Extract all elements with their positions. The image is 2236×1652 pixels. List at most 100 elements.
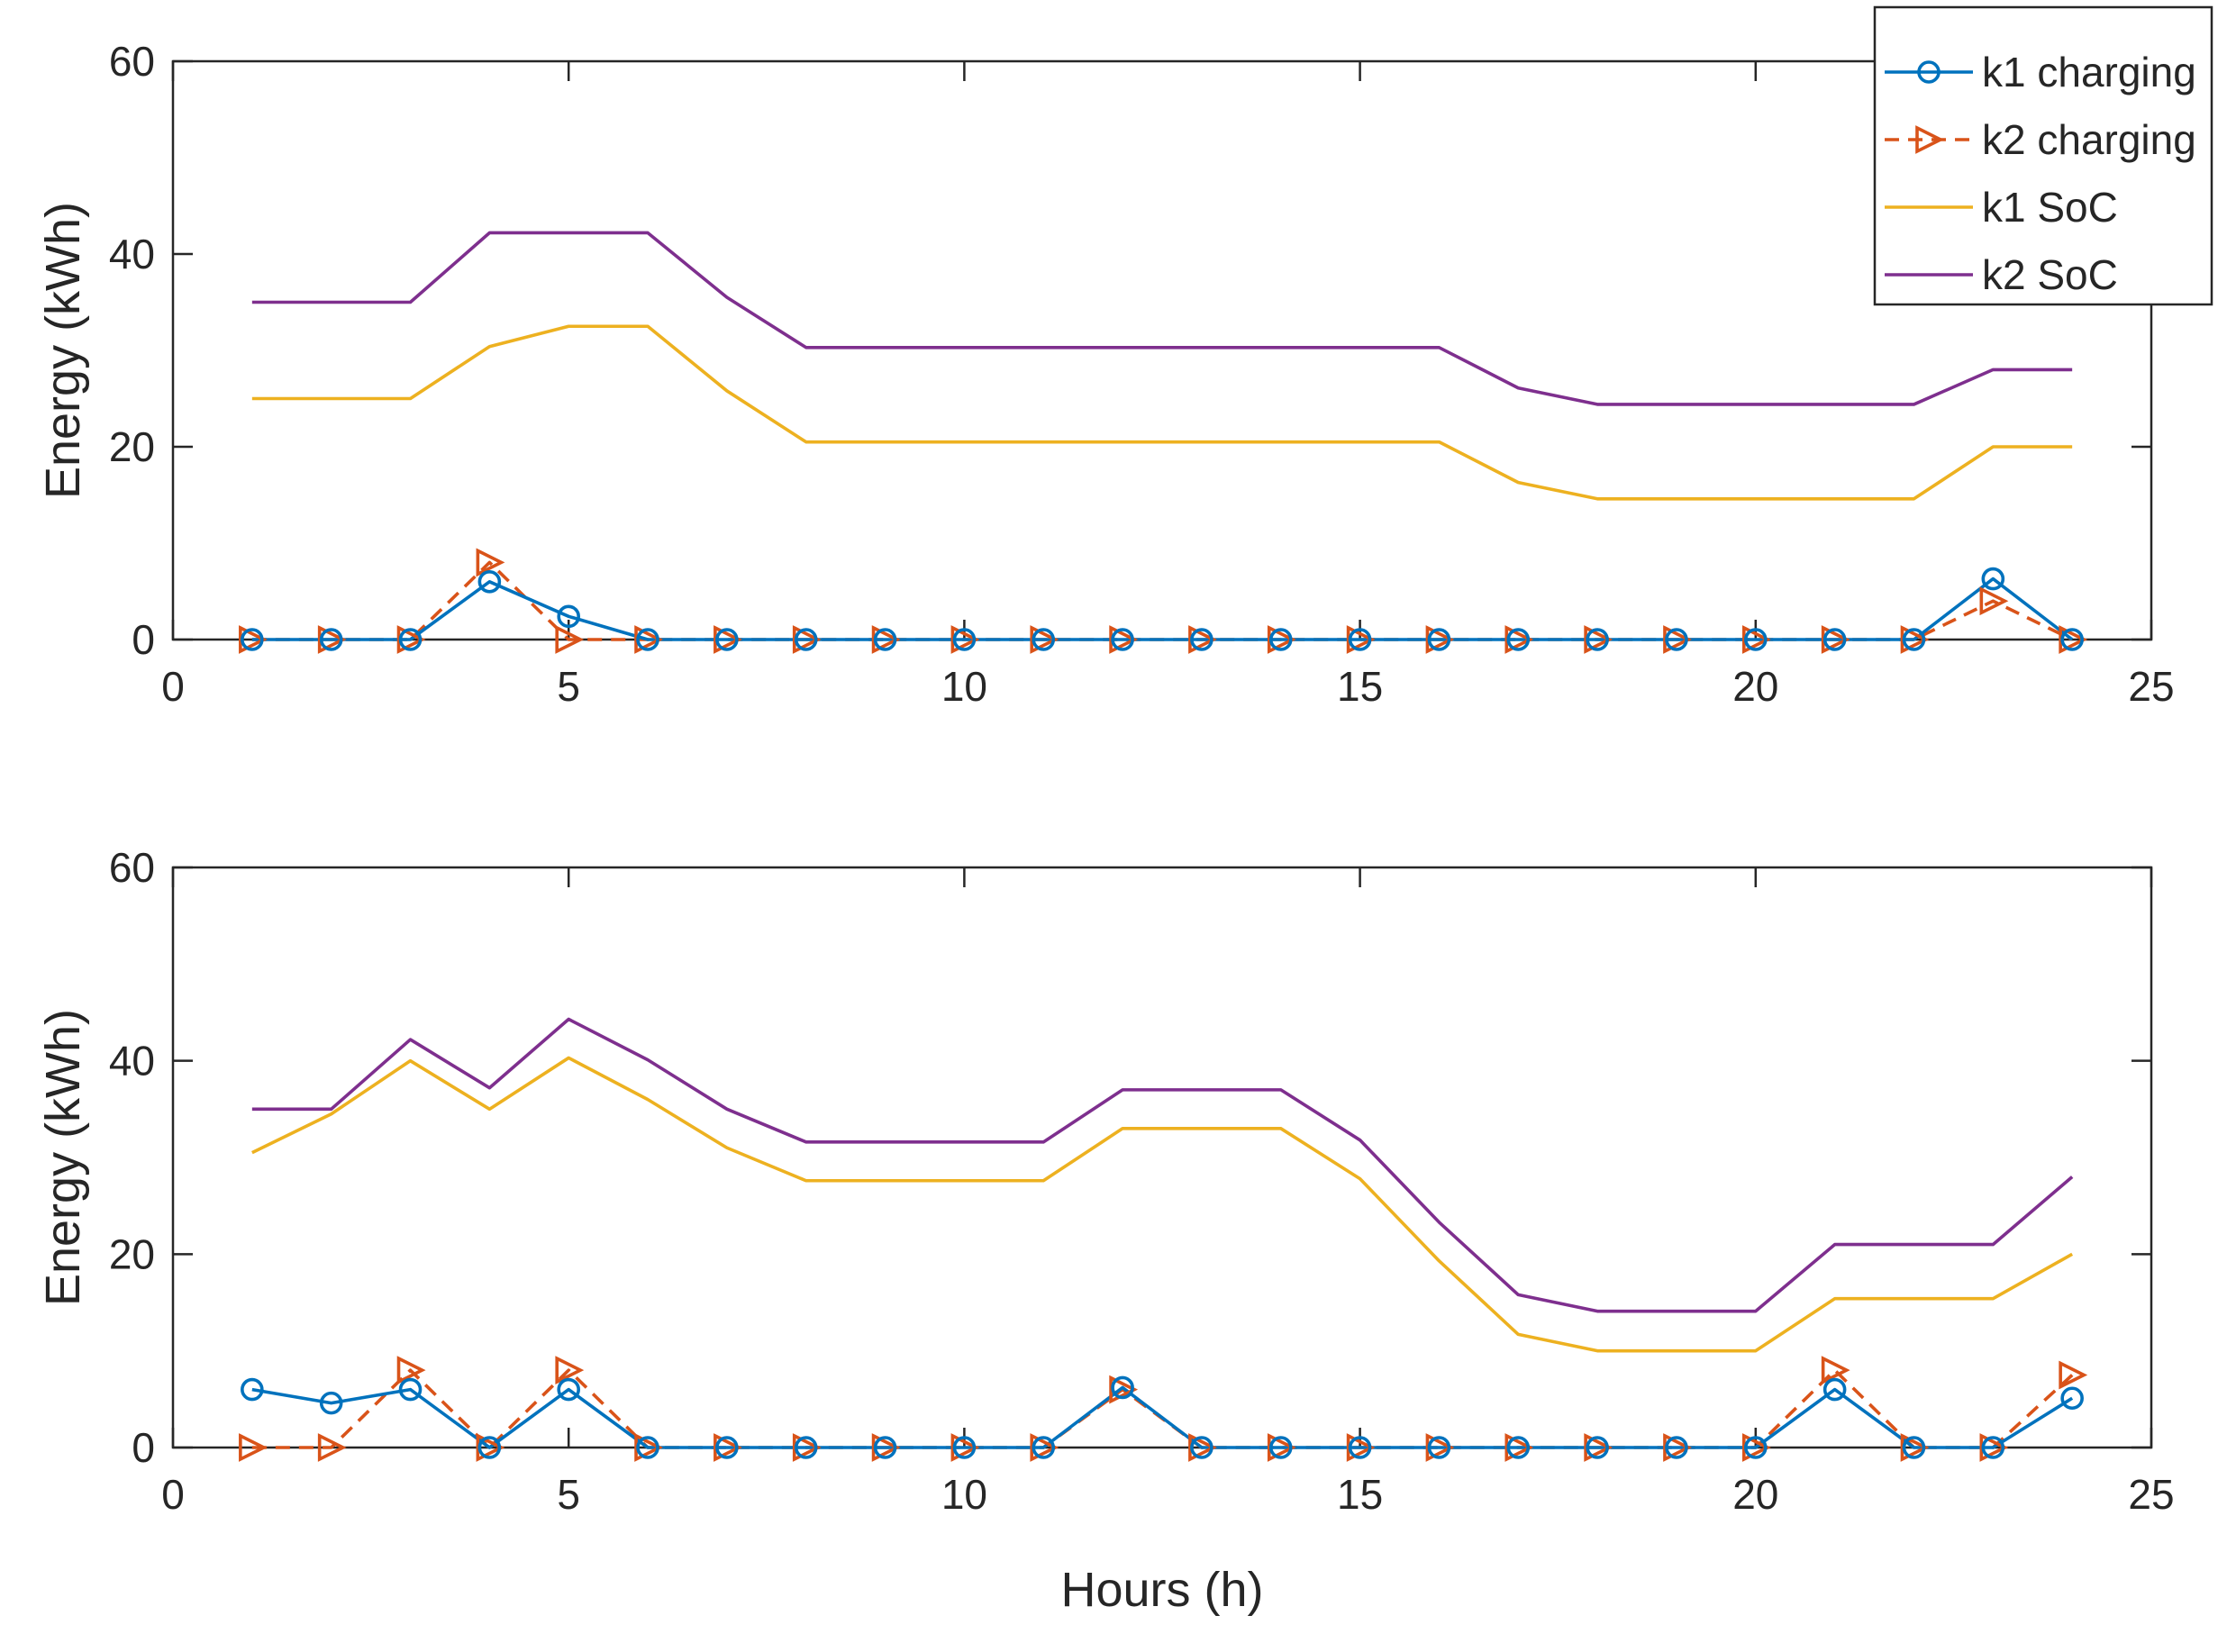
top-k2-charging-point: [792, 625, 822, 654]
bottom-k2-charging-point: [317, 1433, 347, 1462]
top-chart-y-axis-label: Energy (kWh): [36, 202, 90, 499]
top-k1-charging-point: [319, 628, 343, 651]
top-k1-charging-point: [715, 628, 739, 651]
top-k1-charging-point: [1032, 628, 1056, 651]
legend-marker-k1-charging: [1917, 60, 1941, 84]
bottom-k2-charging-point: [1821, 1356, 1850, 1385]
bottom-k1-charging-point: [557, 1377, 581, 1402]
top-k1-charging-point: [2060, 628, 2084, 651]
top-x-tick-label: 0: [161, 663, 185, 710]
bottom-chart-series: [251, 1017, 2074, 1449]
top-k1-charging-point: [1506, 628, 1531, 651]
bottom-k2-charging-point: [1979, 1433, 2009, 1462]
bottom-k2-charging-point: [1109, 1375, 1139, 1404]
top-k2-charging-point: [1900, 625, 1930, 654]
top-k2-charging-point: [1584, 625, 1613, 654]
bottom-k1-charging-point: [794, 1436, 818, 1459]
bottom-k2-charging-point: [1900, 1433, 1930, 1462]
top-k1-charging-point: [1665, 628, 1688, 651]
top-k2-charging-point: [1742, 625, 1771, 654]
top-k2-charging-point: [871, 625, 901, 654]
bottom-k1-charging-point: [477, 1436, 502, 1459]
top-y-tick-label: 0: [132, 616, 155, 663]
legend-marker-k2-charging: [1915, 125, 1945, 154]
bottom-k1-charging-point: [715, 1436, 739, 1459]
top-k2-charging-point: [1504, 625, 1534, 654]
bottom-x-tick-label: 20: [1732, 1471, 1778, 1518]
top-k2-charging-point: [714, 625, 742, 654]
top-k2-charging-point: [1425, 625, 1455, 654]
bottom-x-tick-label: 0: [161, 1471, 185, 1518]
bottom-k2-charging-point: [1030, 1433, 1059, 1462]
bottom-k2-charging-point: [714, 1433, 742, 1462]
top-y-tick-label: 40: [109, 231, 155, 277]
bottom-k2-charging-point: [950, 1433, 980, 1462]
top-k2-charging-point: [317, 625, 347, 654]
bottom-series-line-k1-soc: [251, 1056, 2074, 1353]
top-k1-charging-point: [1744, 628, 1768, 651]
bottom-k2-charging-point: [1584, 1433, 1613, 1462]
top-k1-charging-point: [794, 628, 818, 651]
top-y-tick-label: 20: [109, 423, 155, 470]
bottom-k1-charging-point: [1981, 1436, 2005, 1459]
bottom-k2-charging-point: [555, 1356, 585, 1385]
top-k1-charging-point: [1981, 567, 2005, 591]
top-chart-ticks: 0 5 10 15 20 25 0 20 40 60: [109, 38, 2175, 710]
bottom-k1-charging-point: [1506, 1436, 1531, 1459]
bottom-k2-charging-point: [2059, 1360, 2088, 1390]
bottom-k1-charging-point: [1744, 1436, 1768, 1459]
top-chart-markers: [239, 548, 2088, 654]
top-k2-charging-point: [1821, 625, 1850, 654]
top-k1-charging-point: [1268, 628, 1293, 651]
bottom-x-tick-label: 15: [1337, 1471, 1383, 1518]
top-k2-charging-point: [2059, 625, 2088, 654]
bottom-x-tick-label: 25: [2128, 1471, 2174, 1518]
top-k1-charging-point: [1822, 628, 1847, 651]
bottom-chart: 0 5 10 15 20 25 0 20 40 60 Energy (kWh) Hours (h): [36, 844, 2175, 1617]
top-k1-charging-point: [1902, 628, 1926, 651]
bottom-k2-charging-point: [1504, 1433, 1534, 1462]
top-k2-charging-point: [555, 625, 585, 654]
top-k2-charging-point: [950, 625, 980, 654]
top-k2-charging-point: [1346, 625, 1376, 654]
bottom-k2-charging-point: [396, 1356, 426, 1385]
bottom-k1-charging-point: [1586, 1436, 1609, 1459]
bottom-k2-charging-point: [1346, 1433, 1376, 1462]
bottom-x-tick-label: 5: [557, 1471, 580, 1518]
top-k2-charging-point: [1188, 625, 1217, 654]
bottom-y-tick-label: 20: [109, 1230, 155, 1277]
legend-box: [1873, 5, 2213, 306]
top-k2-charging-point: [634, 625, 664, 654]
top-series-line-k1-soc: [251, 324, 2073, 501]
top-k2-charging-point: [1267, 625, 1296, 654]
top-k1-charging-point: [636, 628, 659, 651]
bottom-k2-charging-point: [1742, 1433, 1771, 1462]
bottom-series-line-k2-soc: [251, 1017, 2074, 1313]
bottom-k2-charging-point: [871, 1433, 901, 1462]
bottom-k1-charging-point: [1268, 1436, 1293, 1459]
bottom-k1-charging-point: [636, 1436, 659, 1459]
top-k1-charging-point: [241, 628, 264, 651]
bottom-k1-charging-point: [1665, 1436, 1688, 1459]
top-k2-charging-point: [1979, 586, 2009, 616]
bottom-k2-charging-point: [239, 1433, 268, 1462]
bottom-x-tick-label: 10: [941, 1471, 987, 1518]
bottom-k1-charging-point: [1111, 1375, 1134, 1400]
top-k1-charging-point: [952, 628, 977, 651]
bottom-y-tick-label: 40: [109, 1038, 155, 1085]
top-k2-charging-point: [1109, 625, 1139, 654]
top-k1-charging-point: [1586, 628, 1609, 651]
bottom-k1-charging-point: [952, 1436, 977, 1459]
bottom-k2-charging-point: [1267, 1433, 1296, 1462]
top-k1-charging-point: [1348, 628, 1372, 651]
top-k2-charging-point: [396, 625, 426, 654]
bottom-k1-charging-point: [1902, 1436, 1926, 1459]
bottom-chart-axes-box: [171, 866, 2153, 1449]
bottom-k1-charging-point: [1822, 1377, 1847, 1402]
top-k1-charging-point: [477, 569, 502, 594]
top-y-tick-label: 60: [109, 38, 155, 85]
bottom-chart-y-axis-label: Energy (kWh): [36, 1009, 90, 1306]
top-x-tick-label: 25: [2128, 663, 2174, 710]
bottom-k2-charging-point: [1425, 1433, 1455, 1462]
